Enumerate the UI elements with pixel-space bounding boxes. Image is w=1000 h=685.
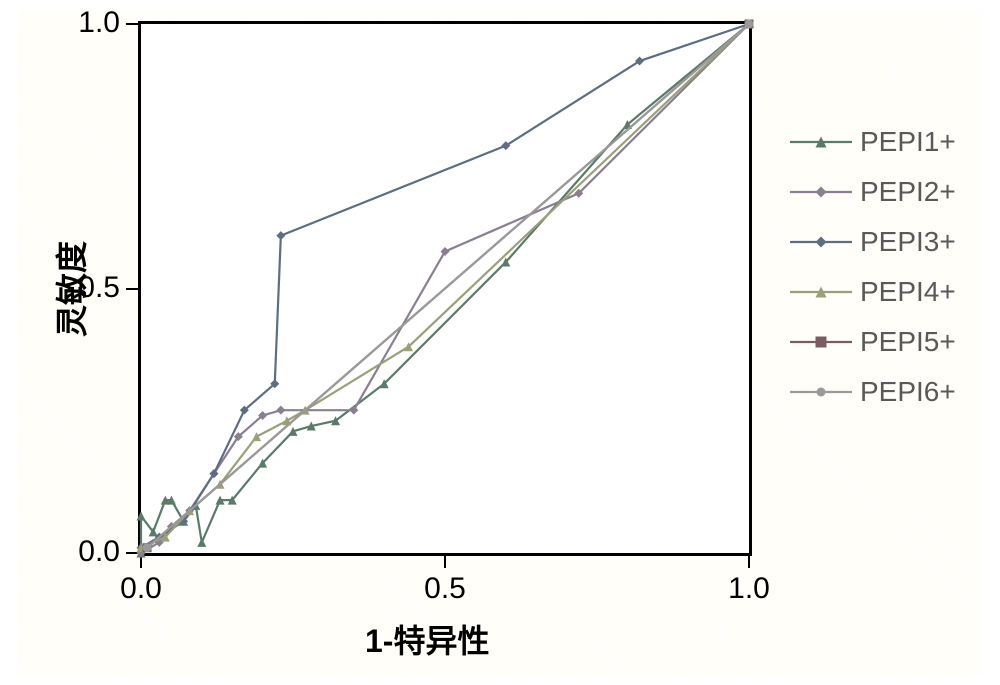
series-marker-PEPI6+ xyxy=(143,543,152,552)
legend: PEPI1+ PEPI2+ PEPI3+ PEPI4+ PEPI5+ PEPI6+ xyxy=(790,117,956,417)
series-marker-PEPI2+ xyxy=(441,247,450,256)
legend-item-PEPI6+: PEPI6+ xyxy=(790,367,956,417)
legend-item-PEPI3+: PEPI3+ xyxy=(790,217,956,267)
series-line-PEPI6+ xyxy=(147,24,749,548)
legend-label: PEPI2+ xyxy=(860,176,956,208)
x-axis-label: 1-特异性 xyxy=(365,616,489,662)
series-marker-PEPI3+ xyxy=(276,231,285,240)
legend-label: PEPI3+ xyxy=(860,226,956,258)
legend-label: PEPI1+ xyxy=(860,126,956,158)
legend-item-PEPI4+: PEPI4+ xyxy=(790,267,956,317)
series-marker-PEPI2+ xyxy=(349,406,358,415)
series-marker-PEPI6+ xyxy=(745,20,754,29)
series-marker-PEPI2+ xyxy=(276,406,285,415)
series-marker-PEPI1+ xyxy=(137,511,146,520)
series-marker-PEPI1+ xyxy=(197,538,206,547)
legend-label: PEPI6+ xyxy=(860,376,956,408)
legend-label: PEPI5+ xyxy=(860,326,956,358)
legend-item-PEPI1+: PEPI1+ xyxy=(790,117,956,167)
legend-item-PEPI2+: PEPI2+ xyxy=(790,167,956,217)
legend-item-PEPI5+: PEPI5+ xyxy=(790,317,956,367)
legend-label: PEPI4+ xyxy=(860,276,956,308)
series-marker-PEPI4+ xyxy=(252,432,261,441)
y-axis-label: 灵敏度 xyxy=(47,240,93,336)
roc-chart: 0.00.51.00.00.51.0 灵敏度 1-特异性 PEPI1+PEPI2… xyxy=(0,0,1000,685)
